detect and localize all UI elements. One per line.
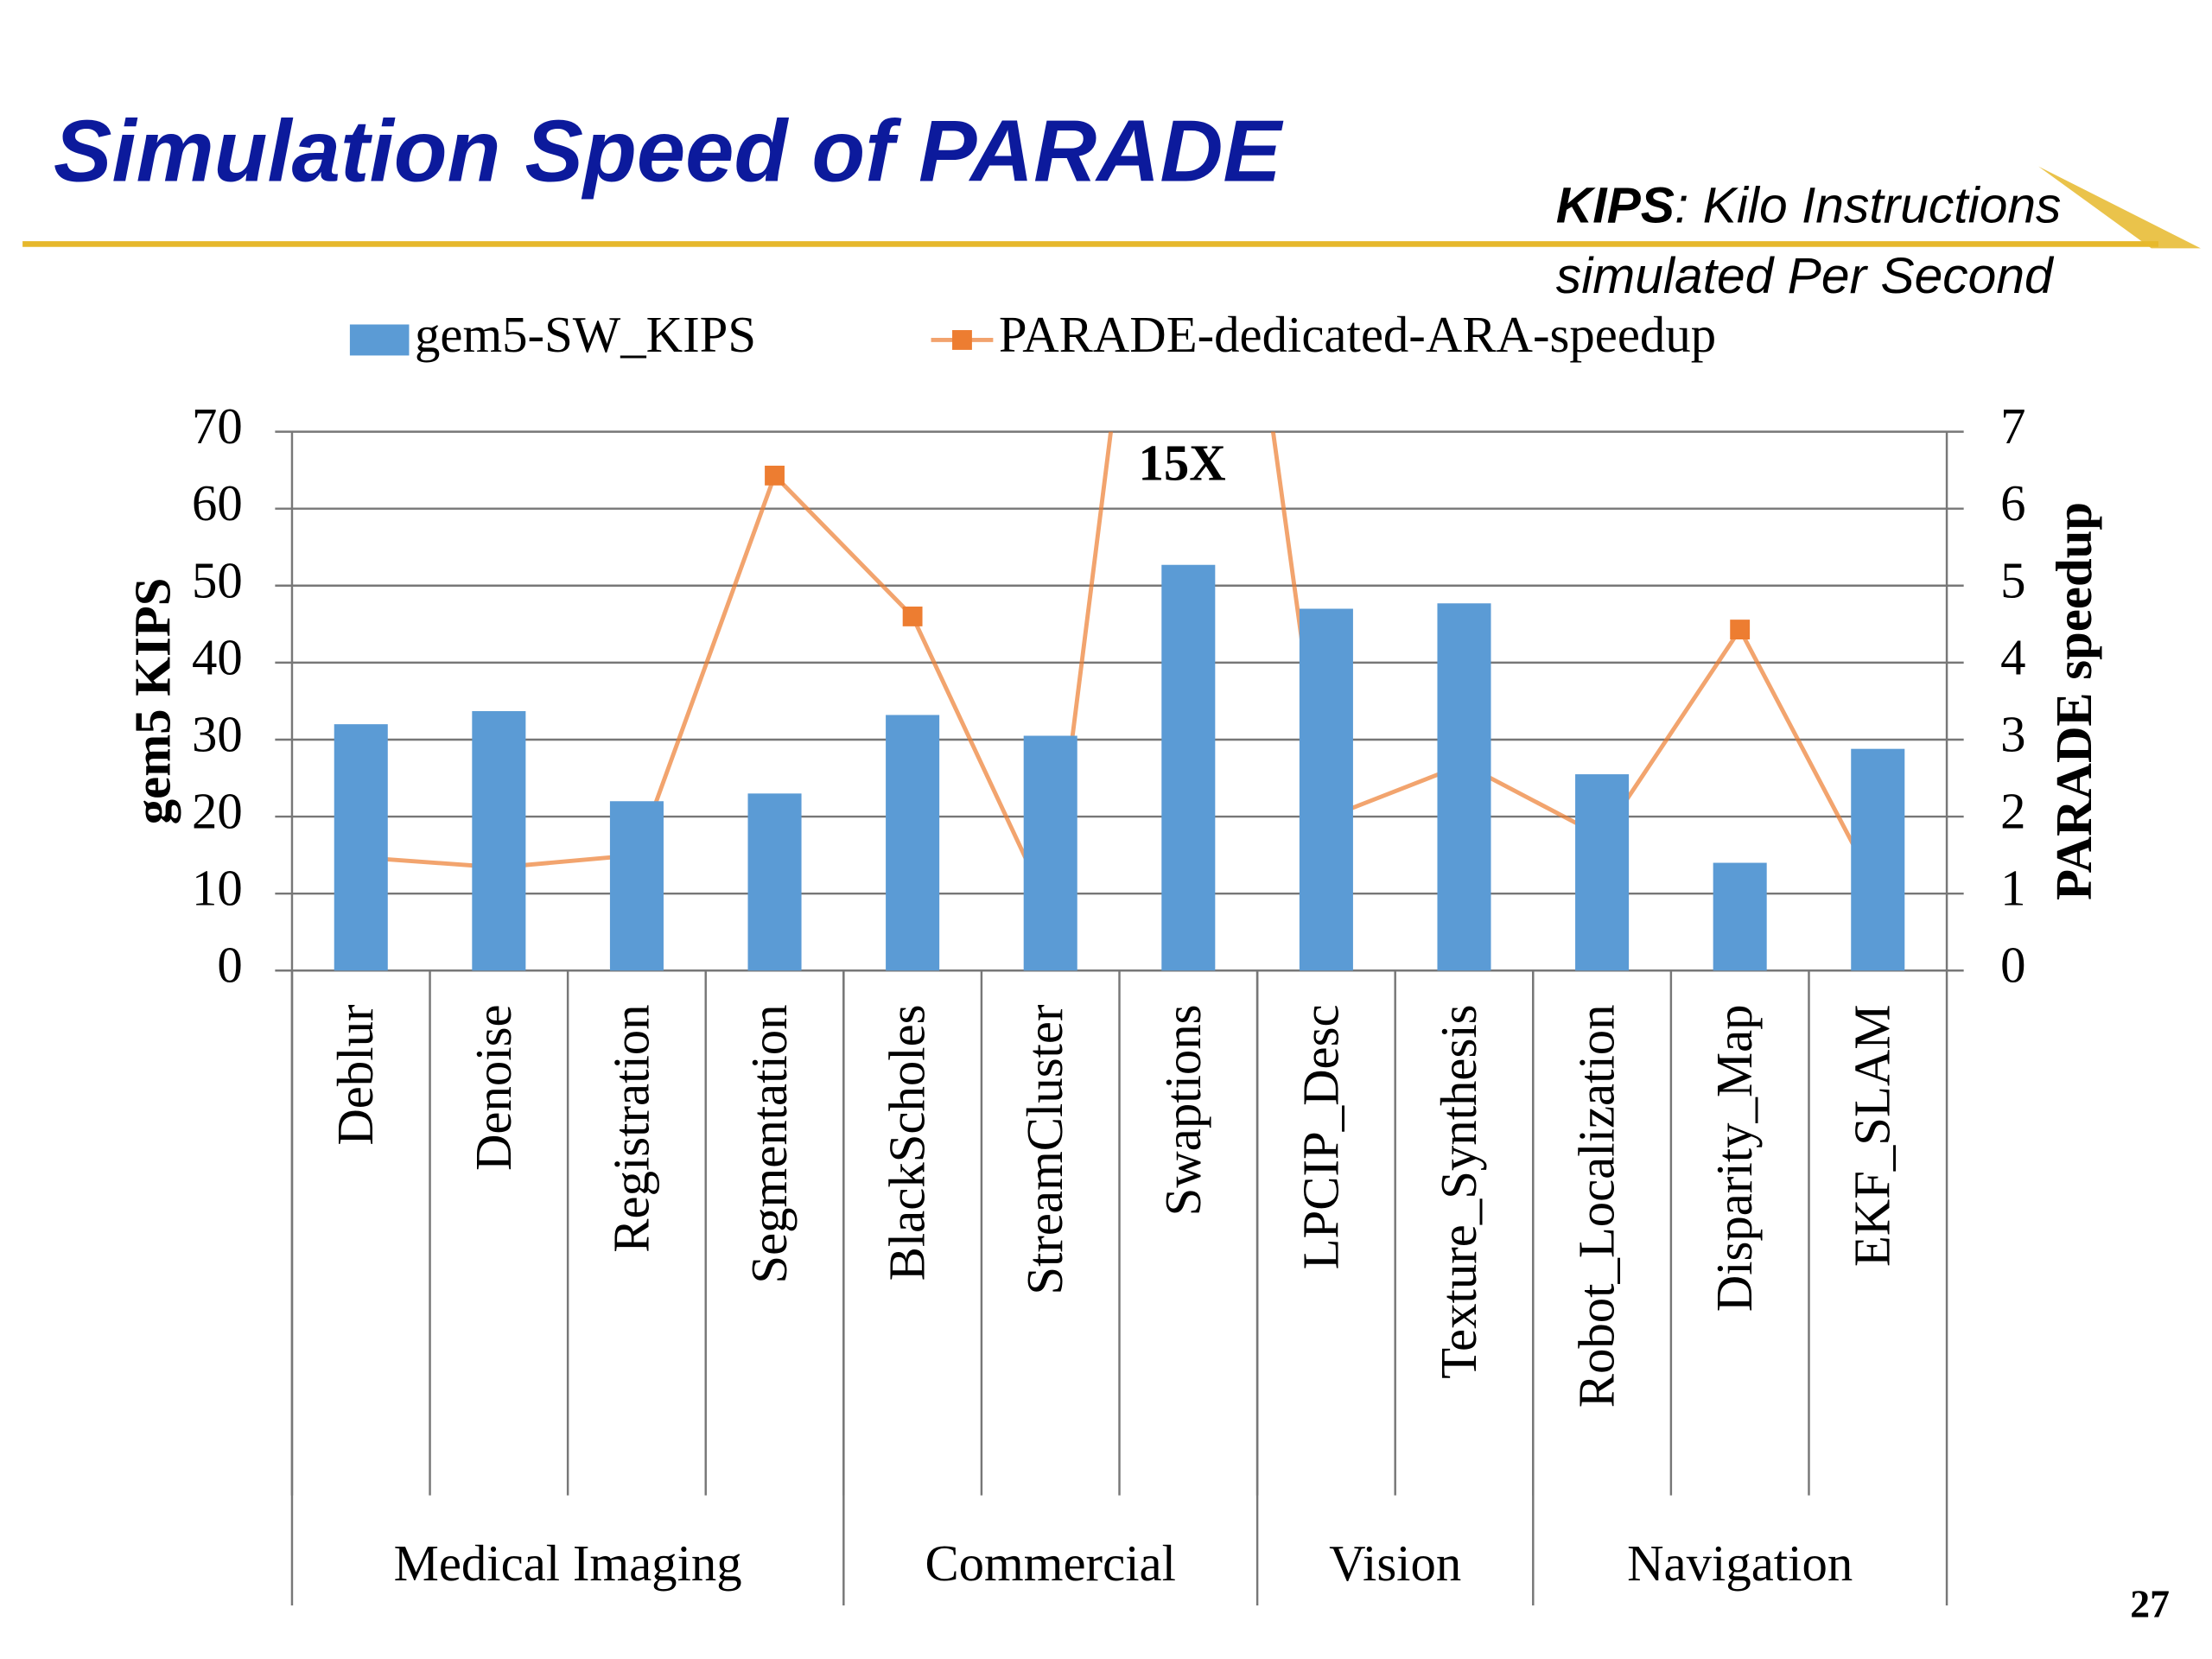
bar <box>472 711 526 971</box>
x-tick-label: EKF_SLAM <box>1845 1004 1901 1267</box>
x-tick-label: Texture_Synthesis <box>1431 1004 1487 1378</box>
group-label: Navigation <box>1627 1535 1853 1592</box>
note-line: simulated Per Second <box>1556 248 2055 304</box>
y2-tick-label: 1 <box>2000 861 2025 917</box>
y2-tick-label: 2 <box>2000 784 2025 840</box>
x-tick-label: Segmentation <box>741 1004 798 1283</box>
y2-tick-label: 6 <box>2000 475 2025 531</box>
x-tick-label: StreamCluster <box>1017 1004 1073 1295</box>
group-label: Commercial <box>925 1535 1175 1592</box>
bar <box>334 724 388 971</box>
annotation: 15X <box>1139 435 1226 492</box>
page-number: 27 <box>2130 1582 2170 1626</box>
x-tick-label: BlackScholes <box>880 1004 936 1281</box>
bar <box>1023 735 1077 971</box>
y2-tick-label: 7 <box>2000 398 2025 454</box>
x-tick-label: Swaptions <box>1155 1004 1211 1216</box>
legend-swatch <box>952 330 972 350</box>
slide-title: Simulation Speed of PARADE <box>54 103 1284 200</box>
bar <box>747 793 802 971</box>
y-tick-label: 10 <box>192 861 243 917</box>
y-tick-label: 0 <box>217 938 242 994</box>
bar <box>1851 748 1905 971</box>
y2-axis-label: PARADE speedup <box>2046 502 2102 900</box>
y-tick-label: 30 <box>192 706 243 762</box>
bar <box>1713 862 1767 971</box>
group-label: Medical Imaging <box>394 1535 742 1592</box>
line-marker <box>1730 620 1751 639</box>
y2-tick-label: 4 <box>2000 629 2025 685</box>
y-axis-label: gem5 KIPS <box>124 578 181 825</box>
x-tick-label: Deblur <box>327 1004 384 1146</box>
note-line: KIPS: Kilo Instructions <box>1556 177 2062 233</box>
x-tick-label: Robot_Localization <box>1569 1004 1625 1408</box>
legend-label: PARADE-dedicated-ARA-speedup <box>999 307 1716 363</box>
line-marker <box>765 465 785 486</box>
group-label: Vision <box>1329 1535 1461 1592</box>
bar <box>1437 603 1491 971</box>
rule-arrow <box>2038 166 2201 249</box>
y-tick-label: 60 <box>192 475 243 531</box>
bar <box>886 715 940 971</box>
line-marker <box>902 606 923 626</box>
y2-tick-label: 3 <box>2000 706 2025 762</box>
legend-label: gem5-SW_KIPS <box>415 307 756 363</box>
x-tick-label: Disparity_Map <box>1707 1004 1763 1312</box>
y2-tick-label: 5 <box>2000 552 2025 608</box>
legend-swatch <box>349 324 410 356</box>
y-tick-label: 70 <box>192 398 243 454</box>
y-tick-label: 40 <box>192 629 243 685</box>
x-tick-label: Denoise <box>466 1004 522 1171</box>
bar <box>1575 774 1630 971</box>
note-term: KIPS <box>1556 177 1675 233</box>
bar <box>1161 564 1216 971</box>
bar <box>1299 608 1353 971</box>
note-text: : Kilo Instructions <box>1675 177 2061 233</box>
bar <box>609 801 664 971</box>
y-tick-label: 50 <box>192 552 243 608</box>
y-tick-label: 20 <box>192 784 243 840</box>
x-tick-label: LPCIP_Desc <box>1293 1004 1349 1269</box>
x-tick-label: Registration <box>603 1004 659 1252</box>
y2-tick-label: 0 <box>2000 938 2025 994</box>
